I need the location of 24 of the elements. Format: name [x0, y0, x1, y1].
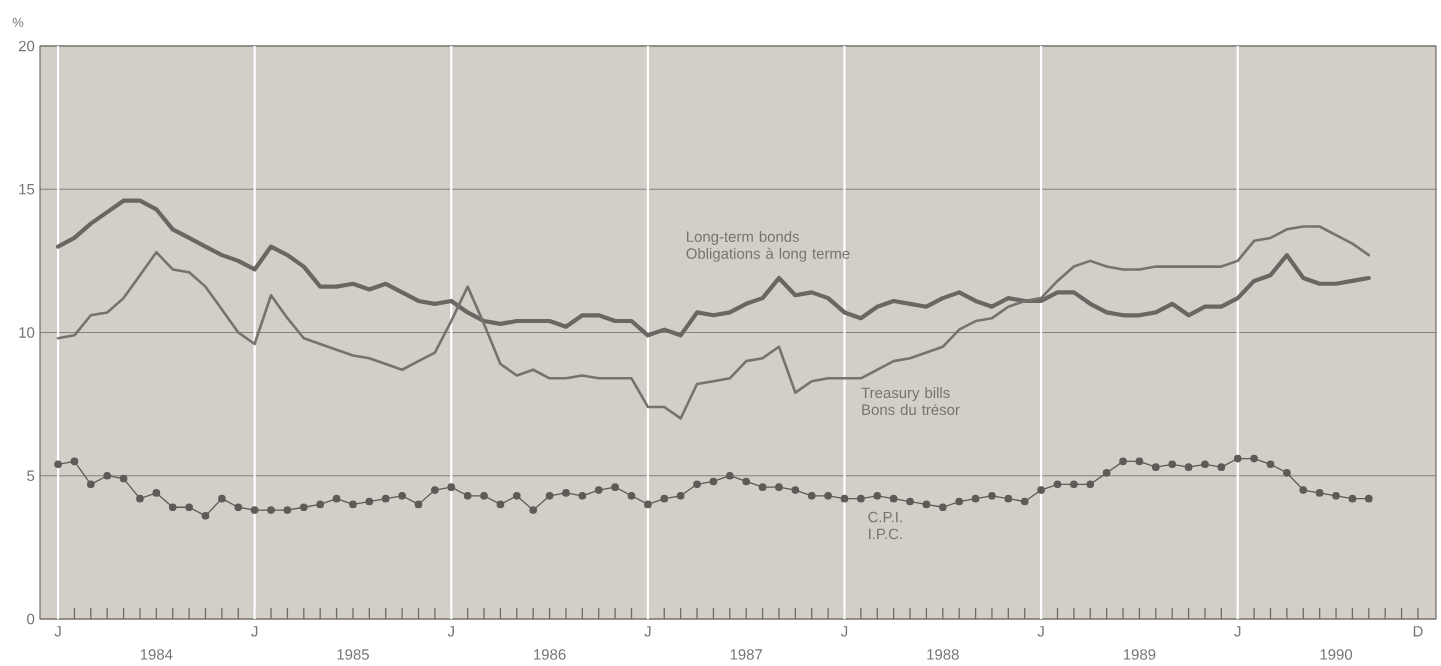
- text: Long-term bonds Obligations à long terme: [686, 230, 850, 262]
- y-tick-label: 5: [27, 470, 35, 481]
- x-tick-label: J: [841, 626, 848, 637]
- series-label: Treasury bills Bons du trésor: [861, 387, 960, 416]
- x-tick-label: D: [1413, 626, 1423, 637]
- x-tick-label: J: [644, 626, 651, 637]
- text: 1986: [534, 649, 566, 660]
- y-axis-title: %: [12, 17, 24, 27]
- x-tick-label: J: [54, 626, 61, 637]
- y-tick-label: 15: [19, 184, 35, 195]
- x-tick-label: J: [447, 626, 454, 637]
- x-tick-label: J: [1037, 626, 1044, 637]
- text: 1989: [1123, 649, 1156, 660]
- text: 1984: [140, 649, 173, 660]
- series-label: C.P.I. I.P.C.: [868, 511, 902, 540]
- text: 1985: [337, 649, 369, 660]
- y-tick-label: 10: [19, 327, 35, 338]
- x-tick-label: J: [1234, 626, 1241, 637]
- y-tick-label: 0: [27, 613, 35, 625]
- x-tick-label: J: [251, 626, 258, 637]
- text: 1988: [927, 649, 959, 660]
- text: 1990: [1320, 649, 1353, 660]
- y-tick-label: 20: [18, 40, 35, 52]
- text: 1987: [730, 649, 763, 660]
